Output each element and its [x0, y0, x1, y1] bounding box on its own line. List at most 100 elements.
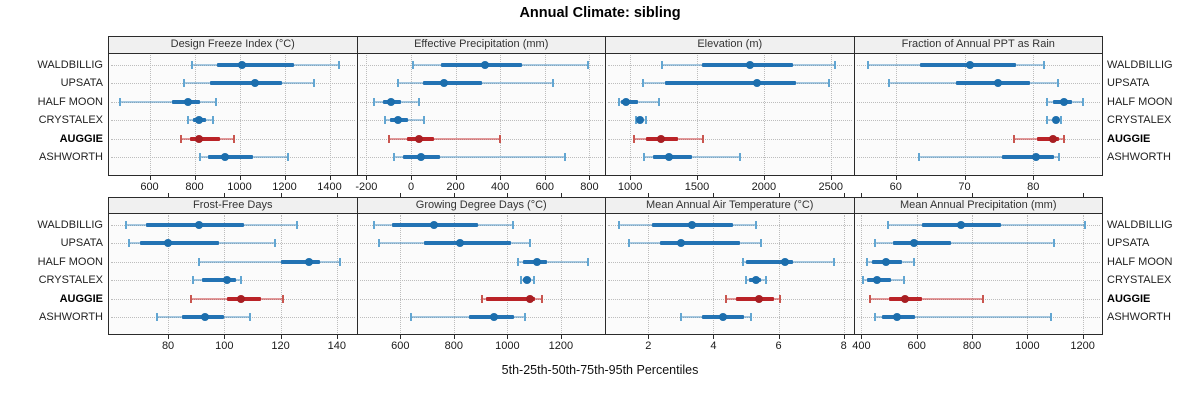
- median-dot: [719, 313, 728, 321]
- whisker-cap: [618, 97, 621, 106]
- whisker-cap: [417, 97, 420, 106]
- y-gridline: [856, 101, 1100, 103]
- whisker-cap: [1057, 79, 1059, 87]
- median-dot: [993, 79, 1002, 87]
- x-tick: [560, 335, 562, 339]
- whisker-cap: [887, 79, 890, 87]
- iqr-bar-25-75: [746, 259, 794, 264]
- iqr-bar-25-75: [956, 81, 1030, 85]
- climate-panel: Effective Precipitation (mm): [356, 36, 606, 176]
- whisker-cap: [412, 60, 415, 69]
- y-gridline: [359, 224, 603, 226]
- median-dot: [1051, 116, 1060, 124]
- x-gridline: [411, 55, 412, 174]
- whisker-cap: [918, 153, 921, 161]
- median-dot: [752, 79, 761, 87]
- y-gridline: [359, 280, 603, 281]
- x-tick: [329, 176, 331, 180]
- x-gridline: [713, 215, 715, 333]
- climate-panel: Mean Annual Air Temperature (°C): [605, 197, 855, 335]
- y-gridline: [111, 317, 355, 318]
- x-gridline: [544, 55, 546, 174]
- iqr-bar-25-75: [201, 278, 236, 282]
- x-gridline: [560, 215, 562, 333]
- whisker-cap: [423, 116, 426, 124]
- median-dot: [195, 220, 203, 229]
- whisker-cap: [874, 313, 877, 321]
- whisker-cap: [533, 276, 536, 284]
- x-tick: [284, 176, 286, 180]
- panel-plot: [358, 214, 606, 334]
- x-gridline: [1082, 215, 1084, 333]
- median-dot: [873, 276, 882, 284]
- whisker-cap: [828, 79, 831, 87]
- iqr-bar-25-75: [280, 259, 320, 264]
- median-dot: [636, 116, 645, 124]
- range-line-5-95: [394, 156, 565, 158]
- x-tick: [239, 176, 241, 180]
- x-tick: [713, 335, 715, 339]
- y-gridline: [856, 120, 1100, 121]
- x-tick: [500, 176, 502, 180]
- median-dot: [237, 294, 246, 303]
- whisker-cap: [337, 60, 340, 69]
- median-dot: [430, 220, 439, 229]
- chart-title: Annual Climate: sibling: [519, 5, 681, 21]
- station-label-left: ASHWORTH: [39, 311, 103, 323]
- panel-plot: [606, 214, 854, 334]
- x-tick-label: 800: [444, 340, 463, 352]
- whisker-cap: [645, 116, 648, 124]
- panel-header: Fraction of Annual PPT as Rain: [854, 37, 1102, 54]
- whisker-cap: [587, 60, 590, 69]
- median-dot: [526, 294, 535, 303]
- whisker-cap: [191, 60, 194, 69]
- x-tick: [630, 176, 632, 180]
- panel-header: Growing Degree Days (°C): [357, 198, 605, 214]
- x-gridline: [239, 55, 241, 174]
- median-dot: [414, 134, 423, 143]
- x-gridline: [336, 215, 338, 333]
- y-gridline: [608, 120, 852, 121]
- x-gridline: [455, 55, 457, 174]
- percentiles-caption: 5th-25th-50th-75th-95th Percentiles: [501, 363, 699, 377]
- iqr-bar-25-75: [659, 241, 740, 245]
- panel-header: Mean Annual Air Temperature (°C): [606, 198, 854, 214]
- whisker-cap: [749, 313, 752, 321]
- station-label-left: AUGGIE: [59, 132, 103, 145]
- median-dot: [751, 276, 760, 284]
- median-dot: [183, 97, 192, 106]
- station-label-right: UPSATA: [1107, 77, 1150, 89]
- whisker-cap: [725, 294, 728, 303]
- whisker-cap: [511, 220, 514, 229]
- x-tick-label: 800: [962, 340, 982, 352]
- climate-panel: Design Freeze Index (°C): [108, 36, 358, 176]
- x-gridline: [453, 215, 455, 333]
- x-tick-label: 600: [391, 340, 410, 352]
- whisker-cap: [296, 220, 299, 229]
- whisker-cap: [832, 257, 835, 266]
- whisker-cap: [1013, 134, 1015, 143]
- median-dot: [195, 116, 203, 124]
- range-line-5-95: [388, 137, 501, 140]
- x-tick-label: 800: [185, 181, 204, 193]
- x-tick: [972, 335, 974, 339]
- x-tick: [455, 176, 457, 180]
- y-gridline: [856, 298, 1100, 300]
- x-gridline: [916, 215, 918, 333]
- x-tick: [763, 176, 765, 180]
- x-gridline: [778, 215, 780, 333]
- x-tick-label: 140: [327, 340, 346, 352]
- x-tick-top: [916, 193, 918, 197]
- station-label-right: HALF MOON: [1107, 95, 1173, 108]
- x-tick: [964, 176, 966, 180]
- x-tick: [1027, 335, 1029, 339]
- y-gridline: [856, 261, 1100, 263]
- x-tick: [194, 176, 196, 180]
- x-tick: [843, 335, 845, 339]
- x-gridline: [194, 55, 196, 174]
- whisker-cap: [396, 79, 399, 87]
- whisker-cap: [214, 97, 217, 106]
- x-tick-top: [560, 193, 562, 197]
- x-tick-top: [861, 193, 863, 197]
